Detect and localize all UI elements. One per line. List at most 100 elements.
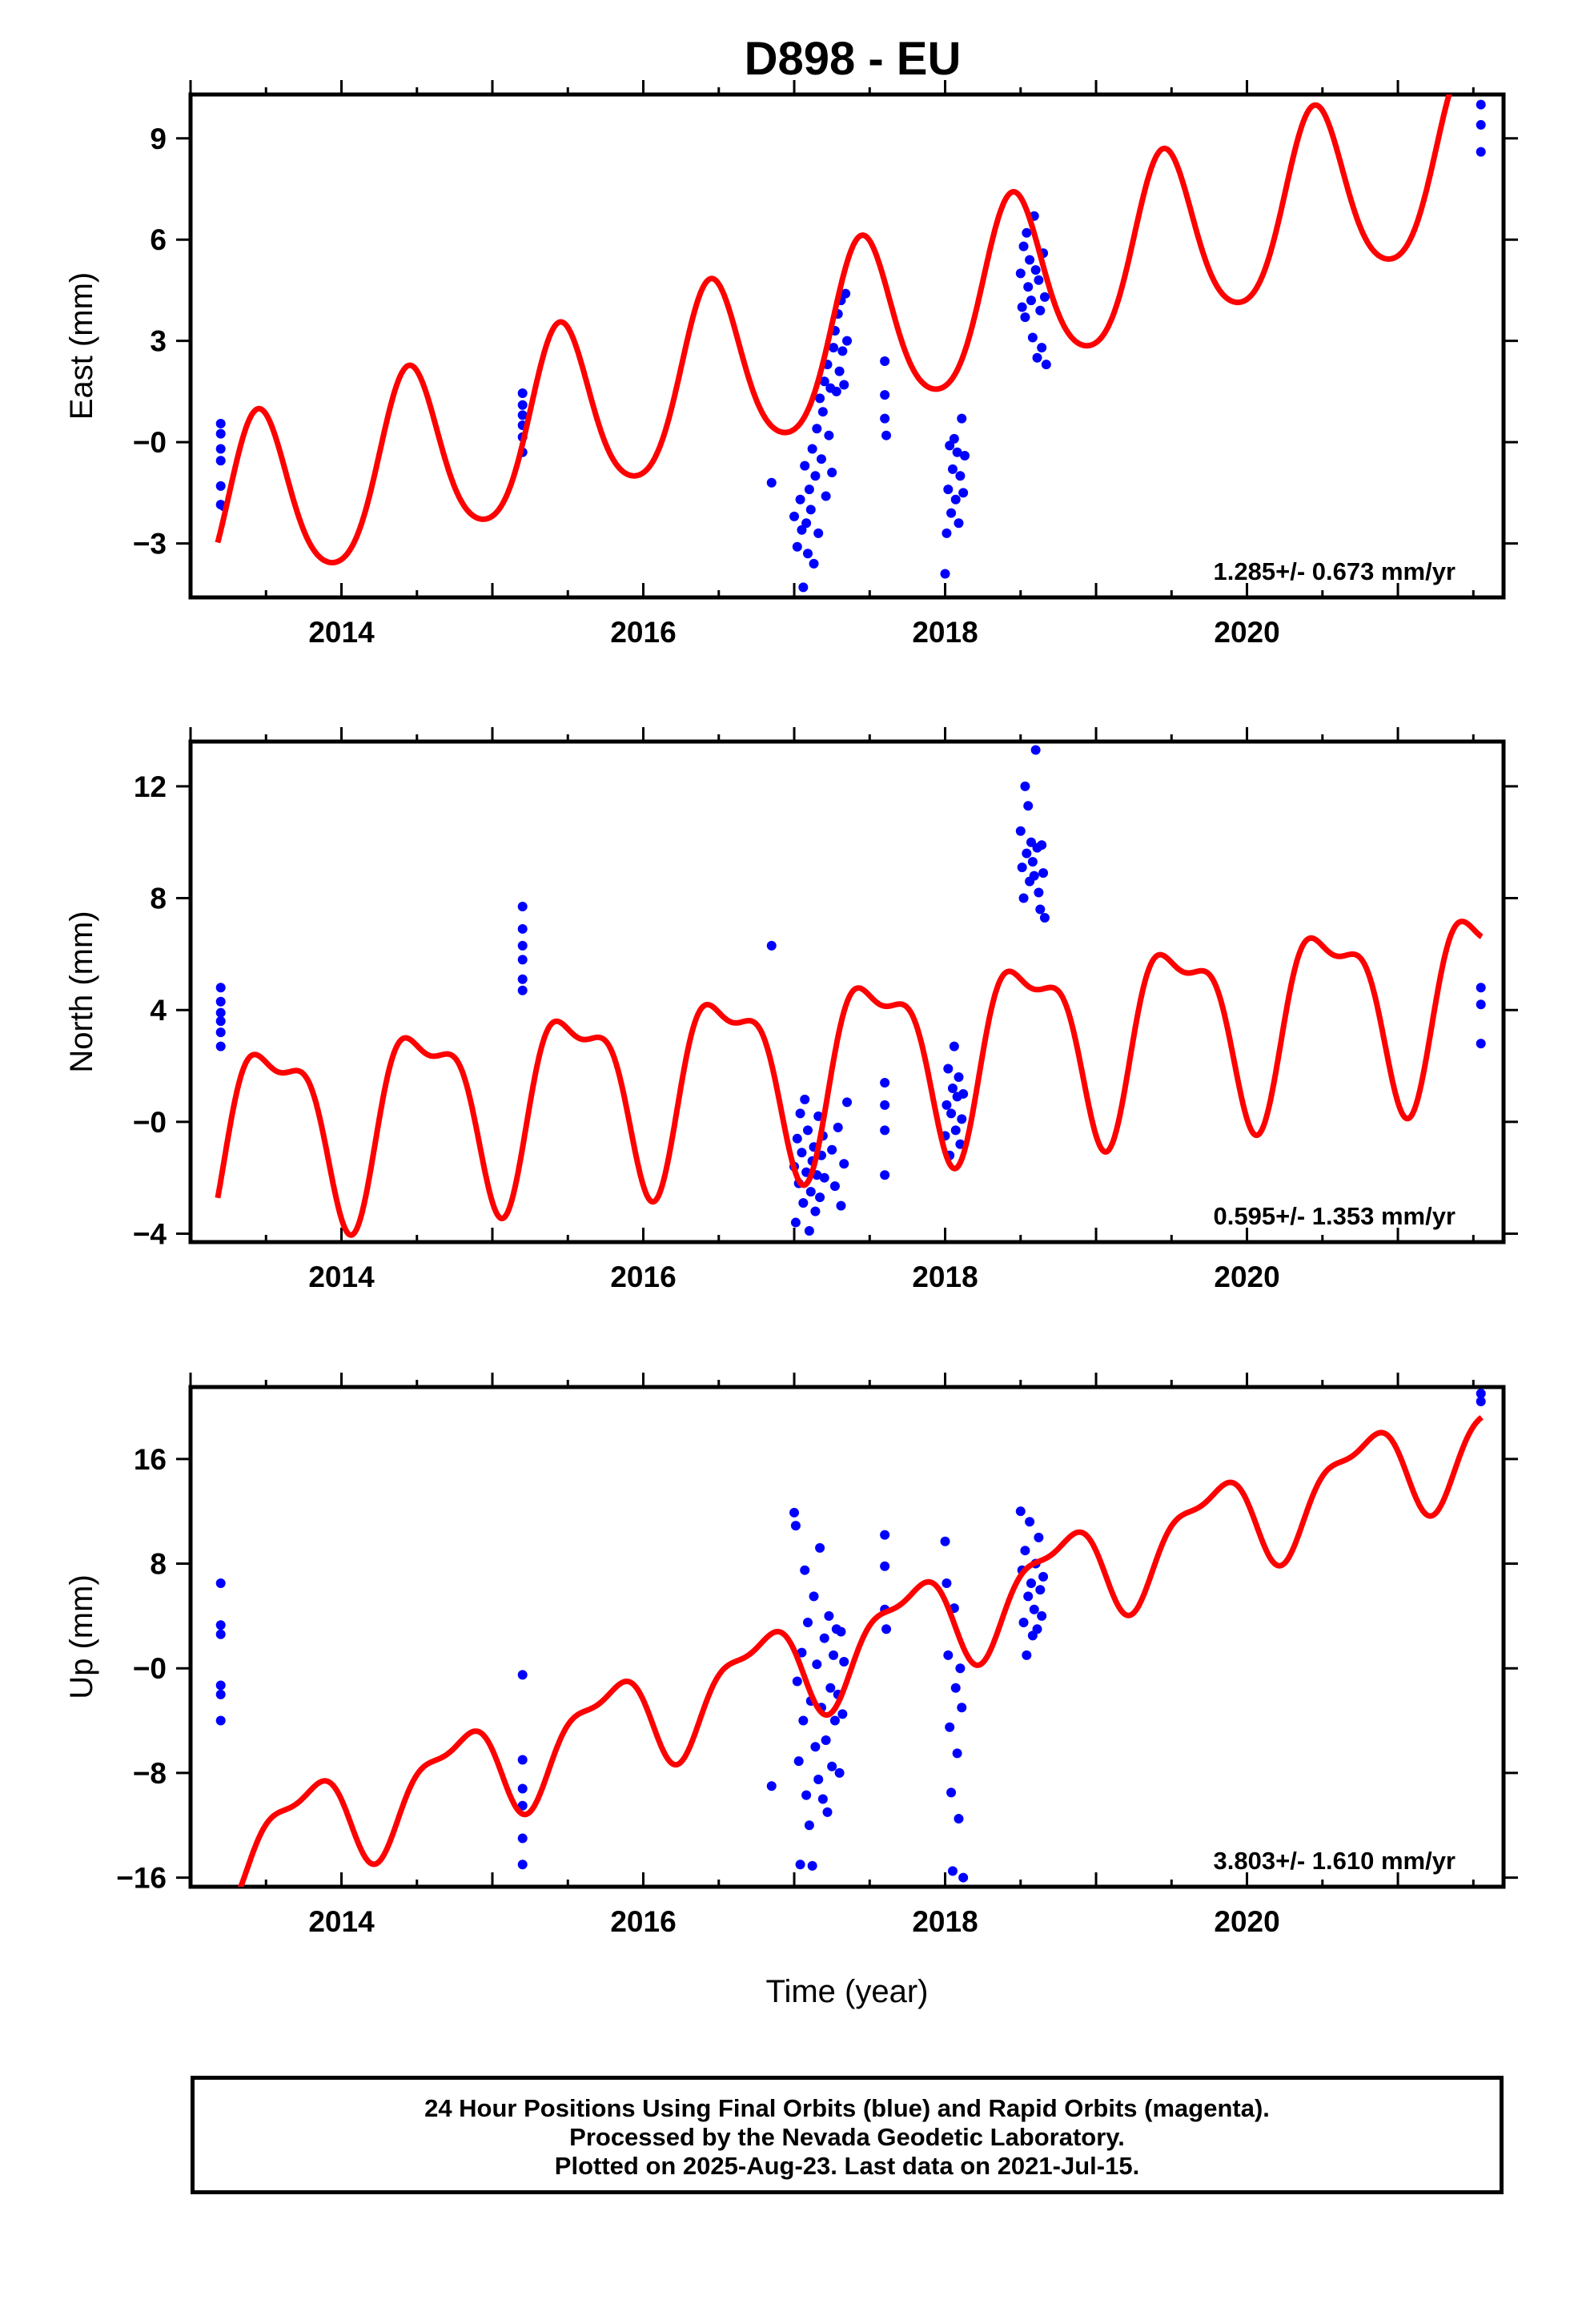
data-point: [940, 1536, 950, 1546]
data-point: [797, 525, 807, 535]
data-point: [841, 288, 851, 299]
data-point: [1022, 1650, 1032, 1660]
data-point: [880, 1077, 890, 1088]
data-point: [949, 1041, 959, 1051]
data-point: [940, 569, 950, 579]
data-point: [804, 1820, 814, 1831]
data-point: [954, 1072, 964, 1082]
data-point: [839, 1159, 849, 1169]
plot-frame: [188, 1385, 1506, 1889]
data-point: [215, 996, 226, 1007]
data-point: [822, 1807, 833, 1817]
data-point: [1476, 983, 1486, 993]
y-tick-label: 16: [134, 1443, 167, 1476]
data-point: [946, 1108, 957, 1119]
data-point: [517, 388, 528, 399]
data-point: [1032, 352, 1042, 363]
data-point: [827, 1144, 837, 1155]
data-point: [792, 1133, 802, 1144]
data-point: [955, 1663, 966, 1674]
data-point: [1037, 840, 1047, 850]
data-point: [517, 1783, 528, 1794]
data-point: [816, 454, 826, 464]
data-point: [821, 1735, 831, 1746]
data-point: [1034, 887, 1044, 898]
data-point: [766, 940, 777, 951]
data-point: [1029, 870, 1039, 881]
up-panel: 2014 2016 2018 2020 −16 −8 −0 8 16 Up (mm) 3.803+/…: [64, 1373, 1518, 1938]
data-point: [1026, 837, 1036, 847]
data-point: [795, 1860, 805, 1870]
plot-frame: [188, 739, 1506, 1244]
data-point: [1027, 332, 1038, 343]
data-point: [829, 1650, 839, 1660]
data-point: [800, 1094, 810, 1104]
data-point: [517, 902, 528, 912]
y-tick-label: −16: [116, 1862, 167, 1895]
data-point: [829, 343, 839, 353]
data-point: [957, 413, 967, 424]
data-point: [960, 450, 970, 460]
data-point: [1015, 1506, 1026, 1517]
data-point: [815, 393, 825, 404]
data-point: [1032, 1624, 1042, 1634]
model-fit-curve: [215, 919, 1484, 1238]
data-point: [215, 1689, 226, 1699]
data-point: [804, 485, 814, 495]
data-point: [1476, 1396, 1486, 1406]
y-tick-label: 12: [134, 770, 167, 803]
data-point: [215, 1629, 226, 1639]
data-point: [1022, 227, 1032, 238]
data-point: [1020, 312, 1030, 323]
data-point: [517, 1833, 528, 1844]
x-tick-label: 2020: [1214, 616, 1279, 649]
y-tick-label: −8: [133, 1757, 167, 1790]
data-point: [812, 424, 822, 434]
data-point: [1476, 1389, 1486, 1399]
data-point: [954, 518, 964, 529]
data-point: [800, 460, 810, 471]
data-point: [837, 346, 848, 356]
data-point: [1017, 862, 1027, 873]
data-point: [833, 1122, 843, 1132]
data-point: [517, 400, 528, 410]
data-point: [817, 1794, 828, 1804]
x-tick-label: 2018: [912, 1261, 978, 1293]
data-points: [215, 745, 1486, 1236]
data-point: [215, 456, 226, 466]
data-point: [517, 940, 528, 951]
data-point: [1041, 360, 1051, 370]
data-point: [1035, 904, 1046, 915]
x-tick-label: 2016: [610, 1261, 676, 1293]
data-point: [825, 1683, 836, 1693]
data-point: [943, 1063, 954, 1074]
data-point: [958, 1088, 969, 1099]
data-point: [789, 1507, 800, 1518]
data-point: [945, 1722, 955, 1732]
data-point: [215, 444, 226, 454]
y-tick-label: −3: [133, 528, 167, 561]
data-point: [827, 468, 837, 478]
data-point: [1034, 1532, 1044, 1542]
data-point: [766, 1781, 777, 1791]
data-point: [834, 1767, 845, 1778]
data-point: [880, 390, 890, 400]
data-point: [842, 336, 852, 346]
time-series-figure: 2014 2016 2018 2020 −3 −0 3 6 9 East (mm) 1.285+/-…: [64, 80, 1518, 2009]
north-axis-label: North (mm): [64, 911, 99, 1072]
north-panel: 2014 2016 2018 2020 −4 −0 4 8 12 North (mm) 0.595+…: [64, 727, 1518, 1293]
data-point: [827, 1761, 837, 1771]
data-point: [800, 1565, 810, 1575]
data-point: [837, 1709, 848, 1719]
data-point: [795, 494, 805, 505]
chart-title: D898 - EU: [744, 33, 962, 85]
data-point: [947, 1083, 958, 1093]
data-point: [809, 1591, 819, 1602]
data-point: [1022, 848, 1032, 858]
data-point: [947, 464, 958, 474]
y-tick-label: 8: [150, 883, 167, 915]
velocity-label: 0.595+/- 1.353 mm/yr: [1214, 1202, 1456, 1230]
data-point: [880, 1170, 890, 1180]
data-point: [215, 418, 226, 428]
data-point: [1037, 343, 1047, 353]
